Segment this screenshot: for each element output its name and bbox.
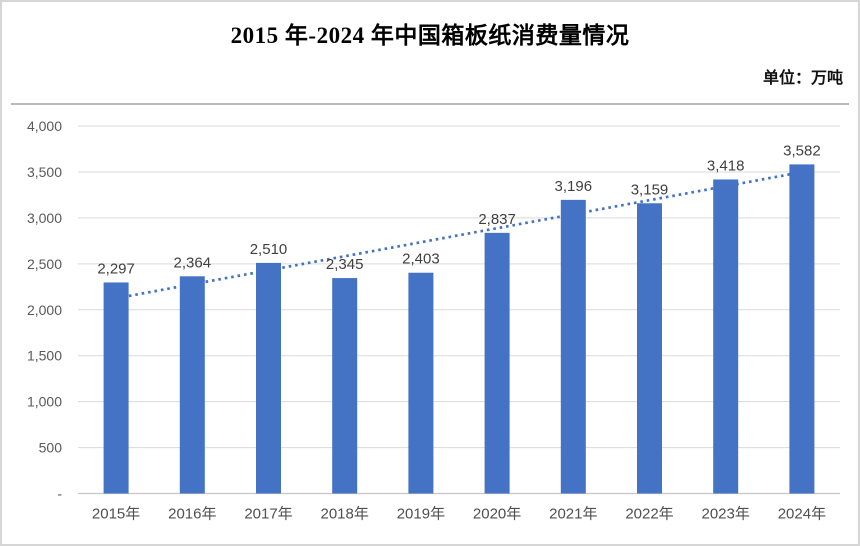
y-tick-label: 2,500: [27, 256, 62, 272]
x-tick-label: 2024年: [778, 506, 826, 523]
data-label: 2,837: [478, 211, 516, 228]
bar-2015年: [103, 282, 129, 494]
trendline: [115, 170, 803, 300]
header-divider: [11, 103, 849, 105]
y-tick-label: 1,500: [27, 348, 62, 364]
bar-2017年: [256, 262, 281, 494]
bar-2022年: [637, 203, 662, 494]
y-tick-label: -: [57, 486, 62, 502]
bar-2016年: [179, 276, 205, 494]
bar-2020年: [484, 232, 510, 494]
data-label: 2,297: [97, 260, 135, 277]
data-label: 2,345: [326, 256, 364, 273]
bar-2024年: [789, 164, 815, 494]
y-tick-label: 3,500: [27, 164, 62, 180]
data-label: 2,510: [250, 241, 288, 258]
x-tick-label: 2020年: [473, 506, 521, 523]
y-tick-label: 4,000: [27, 118, 62, 134]
data-label: 3,582: [783, 142, 821, 159]
x-tick-label: 2016年: [168, 506, 216, 523]
bar-2023年: [713, 179, 739, 494]
bar-2018年: [332, 278, 358, 494]
data-label: 3,159: [631, 181, 669, 198]
data-label: 2,403: [402, 251, 440, 268]
data-label: 3,418: [707, 157, 745, 174]
bar-2019年: [408, 272, 434, 494]
x-tick-label: 2019年: [397, 506, 445, 523]
x-tick-label: 2023年: [702, 506, 750, 523]
x-tick-label: 2021年: [549, 506, 597, 523]
unit-label: 单位：万吨: [762, 70, 843, 87]
y-tick-label: 2,000: [27, 302, 62, 318]
y-tick-label: 3,000: [27, 210, 62, 226]
y-tick-label: 500: [39, 440, 63, 456]
data-label: 3,196: [555, 178, 593, 195]
bar-2021年: [560, 199, 586, 494]
data-label: 2,364: [174, 254, 212, 271]
x-tick-label: 2018年: [321, 506, 369, 523]
y-tick-label: 1,000: [27, 394, 62, 410]
chart-title: 2015 年-2024 年中国箱板纸消费量情况: [230, 23, 630, 48]
x-tick-label: 2022年: [625, 506, 673, 523]
x-tick-label: 2017年: [244, 506, 292, 523]
x-tick-label: 2015年: [92, 506, 140, 523]
